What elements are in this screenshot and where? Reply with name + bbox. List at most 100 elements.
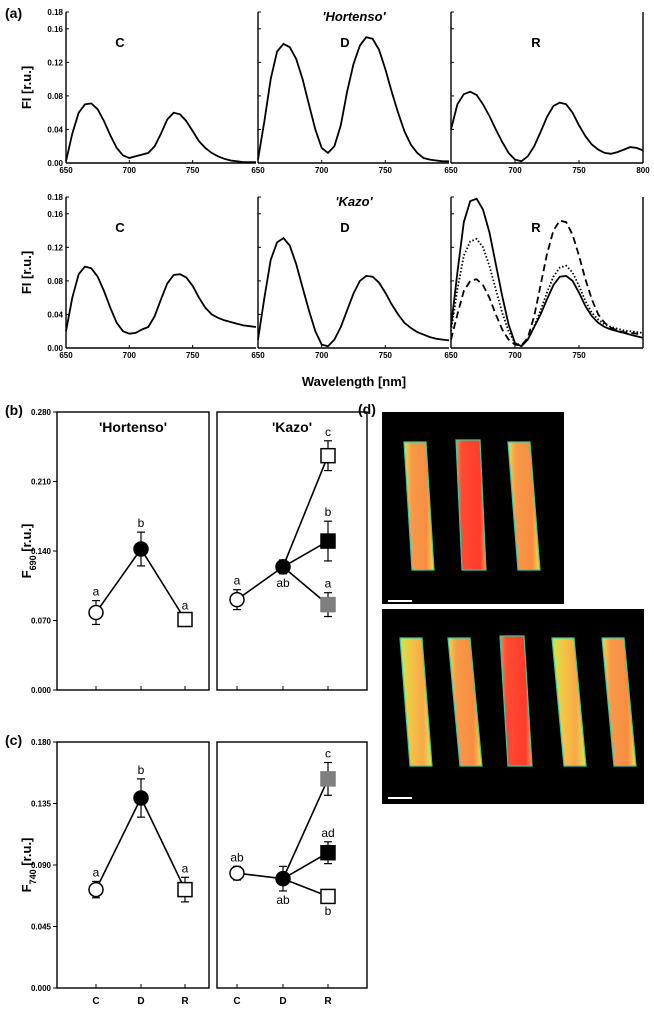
marker-circle-filled [133,790,149,806]
x-tick-label: 700 [123,166,137,175]
marker-square-gray [320,596,336,613]
subplot-title: R [531,35,541,50]
marker-circle-filled [275,559,291,575]
y-tick-label: 0.18 [47,193,63,202]
y-axis-label: FI [r.u.] [19,66,34,109]
x-tick-label: 750 [186,166,200,175]
y-label-sub: 740 [28,869,38,884]
x-tick-label: 650 [59,166,73,175]
param-subplot: 0.000 0.045 0.090 0.135 0.180 C D Ra b a [31,738,210,1007]
y-tick-label: 0.00 [47,344,63,353]
leaf-strip-image [403,441,435,571]
image-hortenso: 'Hortenso' C D R1 [382,412,564,604]
panel-label-a: (a) [5,5,22,21]
spectrum-line-r2 [450,237,644,347]
param-subplot: C D Rab ab c ad b [216,741,368,1007]
subplot-title: C [115,35,125,50]
leaf-strip-image [447,637,483,767]
y-tick-label: 0.135 [31,800,52,809]
cultivar-title: 'Kazo' [335,194,373,209]
x-tick-label: 650 [251,351,265,360]
x-tick-label: C [92,996,99,1007]
y-axis-label: F740 [r.u.] [19,838,38,893]
marker-square-filled [320,533,336,549]
significance-letter: b [325,505,332,519]
leaf-strip-image [455,439,487,571]
spectrum-line-r1 [450,197,644,348]
significance-letter: a [182,861,189,875]
subplot-title: D [340,35,349,50]
significance-letter: b [325,904,332,918]
image-title: 'Hortenso' [434,418,498,433]
x-tick-label: R [324,996,332,1007]
x-tick-label: D [137,996,144,1007]
image-label: R1 [503,779,521,795]
spectrum-subplot: 650 700 750 800 R [444,11,650,175]
significance-letter: ab [276,576,290,590]
leaf-strip-image [399,637,433,767]
y-tick-label: 0.08 [47,92,63,101]
marker-square-open [177,611,193,628]
image-label: R1 [513,578,531,594]
spectrum-line-c [65,102,256,164]
image-kazo: 'Kazo' C D R1 R2 R3 [382,609,644,804]
image-label: D [463,578,473,594]
image-label: D [459,779,469,795]
x-tick-label: 800 [636,166,650,175]
x-tick-label: 650 [251,166,265,175]
y-tick-label: 0.090 [31,861,52,870]
y-tick-label: 0.140 [31,547,52,556]
x-tick-label: 700 [508,351,522,360]
y-tick-label: 0.18 [47,8,63,17]
spectrum-line-d [257,236,450,348]
x-tick-label: 750 [379,166,393,175]
y-tick-label: 0.16 [47,210,63,219]
y-tick-label: 0.280 [31,408,52,417]
cultivar-title: 'Hortenso' [322,9,386,24]
panel-label-d: (d) [358,401,376,417]
significance-letter: b [138,763,145,777]
y-tick-label: 0.045 [31,923,52,932]
y-tick-label: 0.04 [47,310,63,319]
y-tick-label: 0.00 [47,159,63,168]
marker-square-open [177,881,193,898]
x-tick-label: C [233,996,240,1007]
spectrum-line-c [65,265,257,335]
param-subplot: 0.000 0.070 0.140 0.210 0.280 'Hortenso' a b a [31,408,210,695]
spectrum-line-r [450,90,644,163]
spectrum-subplot: 650 700 750 D [251,196,450,360]
x-tick-label: 700 [508,166,522,175]
y-tick-label: 0.000 [31,686,52,695]
x-tick-label: 750 [572,351,586,360]
marker-square-open [320,888,336,905]
x-tick-label: 750 [379,351,393,360]
y-axis-label: F690 [r.u.] [19,524,38,579]
significance-letter: a [325,577,332,591]
panel-label-c: (c) [5,732,22,748]
x-tick-label: 650 [59,351,73,360]
marker-square-filled [320,844,336,861]
y-tick-label: 0.12 [47,243,63,252]
significance-letter: c [325,747,331,761]
spectrum-subplot: 650 700 750 D [251,11,449,175]
significance-letter: a [234,574,241,588]
plot-frame [216,741,368,989]
y-label-unit: [r.u.] [19,524,34,556]
y-tick-label: 0.000 [31,984,52,993]
subplot-title: C [115,220,125,235]
x-tick-label: R [181,996,189,1007]
y-tick-label: 0.08 [47,277,63,286]
subplot-title: D [340,220,349,235]
connecting-line [236,778,329,880]
marker-circle-filled [133,541,149,557]
marker-square-gray [320,771,336,787]
image-label: C [407,578,417,594]
spectrum-subplot: 0.00 0.04 0.08 0.12 0.16 0.18 650 700 750 C [47,8,256,175]
x-tick-label: 700 [315,351,329,360]
image-label: C [407,779,417,795]
significance-letter: ad [321,826,334,840]
x-tick-label: 650 [444,351,458,360]
y-tick-label: 0.070 [31,617,52,626]
plot-frame [56,411,210,691]
